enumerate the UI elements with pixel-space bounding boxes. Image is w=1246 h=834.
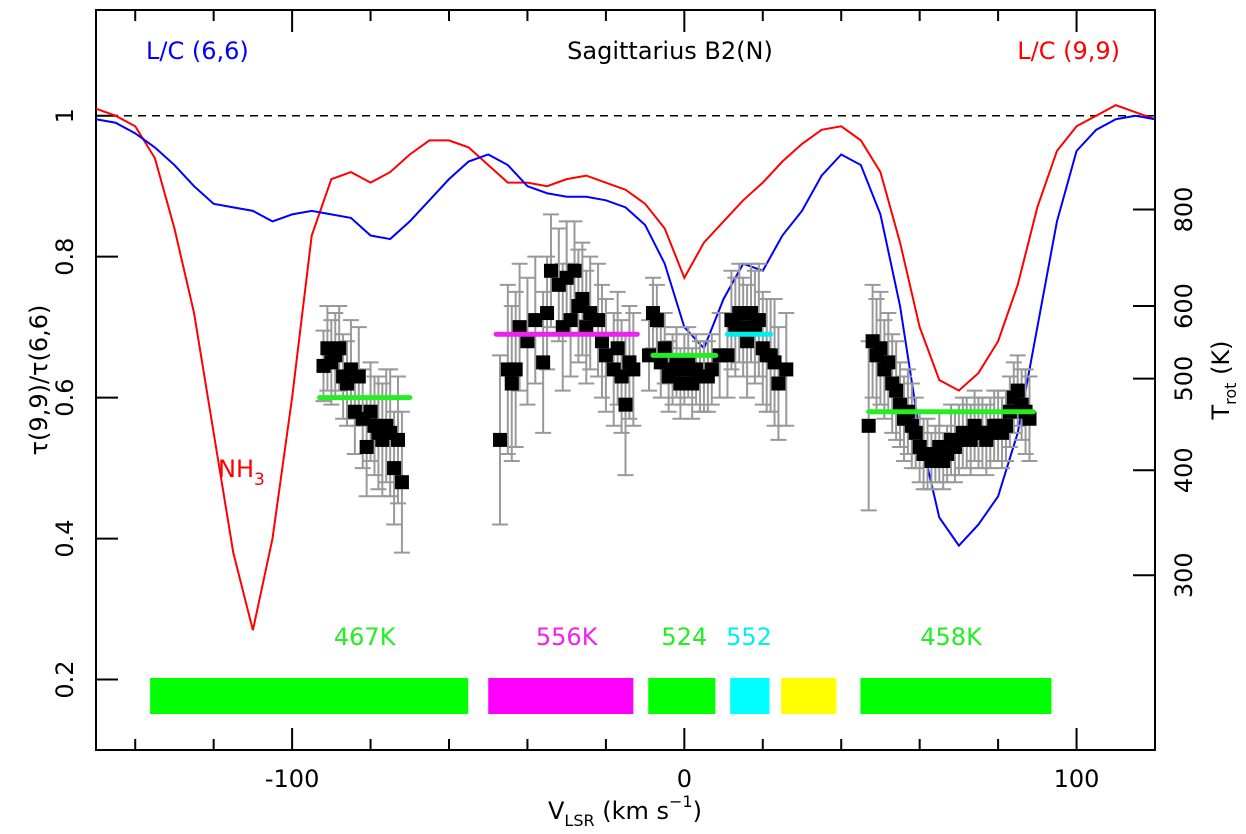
data-point <box>575 291 590 306</box>
range-bar <box>488 678 634 714</box>
y2-tick-label: 800 <box>1170 187 1198 233</box>
data-point <box>771 376 786 391</box>
data-point <box>520 334 535 349</box>
data-point <box>736 320 751 335</box>
data-point <box>889 383 904 398</box>
y-tick-label: 0.2 <box>51 660 79 698</box>
fit-label: 458K <box>920 623 983 651</box>
data-point <box>642 348 657 363</box>
data-point <box>1022 411 1037 426</box>
range-bar <box>648 678 716 714</box>
data-point <box>528 313 543 328</box>
data-point <box>512 320 527 335</box>
data-point <box>626 362 641 377</box>
data-point <box>536 355 551 370</box>
data-point <box>563 313 578 328</box>
data-point <box>567 263 582 278</box>
data-point <box>653 355 668 370</box>
x-axis-label: VLSR (km s−1) <box>548 792 702 830</box>
data-point <box>359 439 374 454</box>
data-point <box>594 334 609 349</box>
data-point <box>387 461 402 476</box>
range-bar <box>730 678 770 714</box>
data-point <box>492 432 507 447</box>
data-point <box>598 348 613 363</box>
y2-tick-label: 300 <box>1170 552 1198 598</box>
data-point <box>579 320 594 335</box>
data-point <box>908 425 923 440</box>
data-point <box>881 355 896 370</box>
plot-frame <box>95 9 1156 751</box>
data-point <box>351 369 366 384</box>
data-point <box>618 397 633 412</box>
data-point <box>751 313 766 328</box>
data-point <box>610 341 625 356</box>
range-bar <box>781 678 837 714</box>
data-point <box>740 334 755 349</box>
data-point <box>861 418 876 433</box>
data-point <box>998 418 1013 433</box>
y-tick-label: 0.4 <box>51 519 79 557</box>
y2-tick-label: 400 <box>1170 447 1198 493</box>
data-point <box>504 376 519 391</box>
data-point <box>540 306 555 321</box>
y2-tick-label: 500 <box>1170 356 1198 402</box>
data-point <box>391 432 406 447</box>
y-tick-label: 0.8 <box>51 238 79 276</box>
fit-label: 556K <box>536 623 599 651</box>
data-point <box>543 263 558 278</box>
data-point <box>363 404 378 419</box>
data-point <box>508 362 523 377</box>
range-bar <box>150 678 469 714</box>
y-axis-label: τ(9,9)/τ(6,6) <box>25 305 53 456</box>
y-tick-label: 1 <box>51 108 79 123</box>
data-point <box>332 341 347 356</box>
step-line <box>95 104 1156 631</box>
x-tick-label: -100 <box>265 765 319 793</box>
step-line <box>95 114 1156 548</box>
data-point <box>394 475 409 490</box>
data-point <box>873 341 888 356</box>
data-point <box>591 313 606 328</box>
data-point <box>657 341 672 356</box>
y2-tick-label: 600 <box>1170 283 1198 329</box>
data-point <box>704 362 719 377</box>
x-tick-label: 100 <box>1054 765 1100 793</box>
data-point <box>1010 383 1025 398</box>
y-tick-label: 0.6 <box>51 379 79 417</box>
y2-axis-label: Trot (K) <box>1207 340 1240 420</box>
data-point <box>732 306 747 321</box>
data-point <box>649 313 664 328</box>
fit-label: 524 <box>661 623 707 651</box>
range-bar <box>860 678 1052 714</box>
data-point <box>779 362 794 377</box>
data-point <box>614 369 629 384</box>
fit-label: 552 <box>726 623 772 651</box>
annotation: NH3 <box>218 455 265 490</box>
legend-label: L/C (9,9) <box>1017 37 1120 65</box>
chart-title: Sagittarius B2(N) <box>567 37 773 65</box>
data-point <box>720 348 735 363</box>
fit-label: 467K <box>334 623 397 651</box>
data-point <box>767 355 782 370</box>
data-point <box>673 376 688 391</box>
x-tick-label: 0 <box>677 765 692 793</box>
legend-label: L/C (6,6) <box>146 37 249 65</box>
data-point <box>340 376 355 391</box>
